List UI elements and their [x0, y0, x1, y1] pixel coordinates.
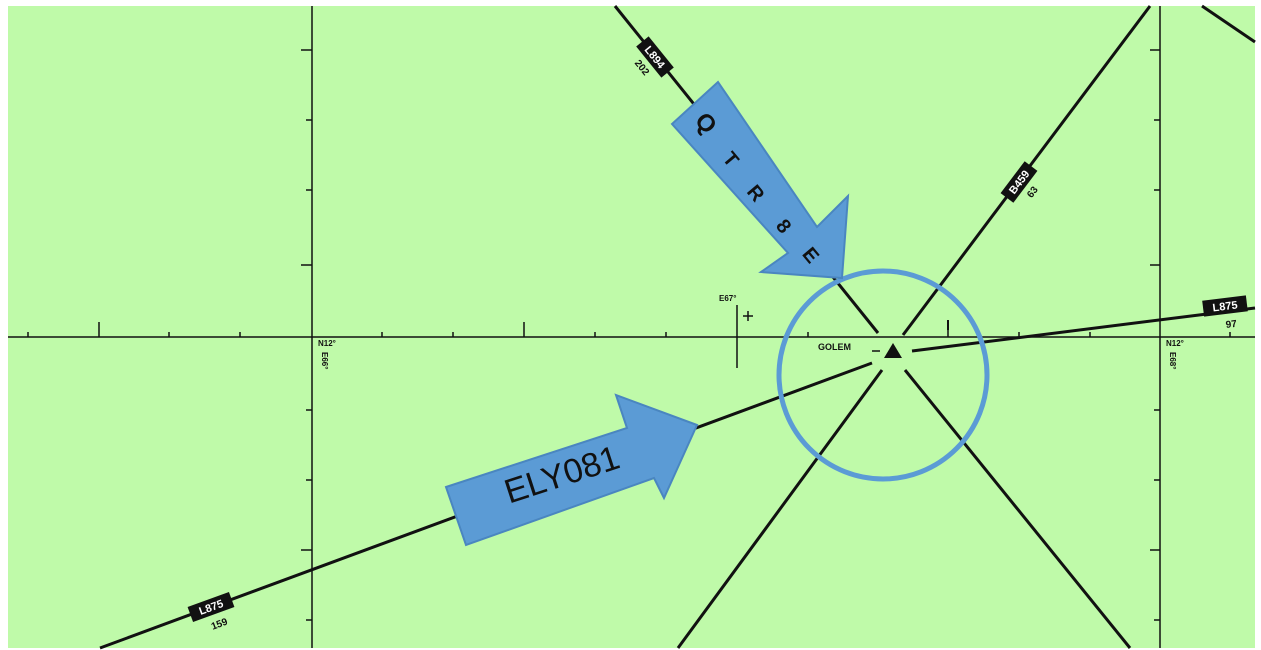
airway-distance: 97 [1225, 319, 1238, 331]
lon-right-label: E68° [1168, 352, 1177, 369]
lat-right-label: N12° [1166, 339, 1184, 348]
golem-highlight-circle [776, 268, 990, 482]
right-vertical-ticks [1150, 49, 1160, 621]
ely081-arrow-shape [444, 393, 699, 547]
airway-l875-east [911, 306, 1256, 353]
airway-label-l875-east: L875 97 [1202, 295, 1248, 331]
lat-left-label: N12° [318, 339, 336, 348]
qtr8e-arrow-shape [670, 80, 850, 280]
ely081-arrow: ELY081 [444, 393, 699, 547]
golem-waypoint-icon [884, 343, 902, 358]
airway-south-west [676, 369, 884, 649]
airway-name: L875 [1212, 300, 1238, 315]
lon-left-label: E66° [320, 352, 329, 369]
left-vertical-ticks [301, 49, 312, 621]
chart-background [8, 6, 1255, 648]
horizontal-ticks [27, 322, 1231, 337]
cross-icon [743, 311, 753, 321]
lon-center-label: E67° [719, 294, 736, 303]
airway-south-east [903, 369, 1132, 649]
qtr8e-arrow: Q T R 8 E [670, 80, 850, 280]
airway-north-east-edge [1201, 4, 1256, 44]
waypoint-name: GOLEM [818, 342, 851, 352]
grid-lines [8, 6, 1255, 648]
